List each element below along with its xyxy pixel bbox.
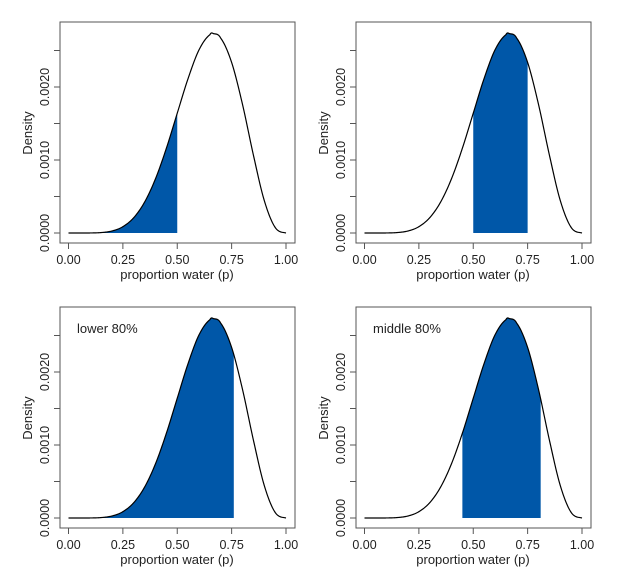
- y-tick-label: 0.0020: [334, 68, 348, 106]
- density-curve: [68, 32, 287, 234]
- panel-4: 0.00 0.25 0.50 0.75 1.00 0.0000 0.0010 0.0020 pr…: [316, 306, 594, 567]
- y-axis-label: Density: [316, 396, 331, 440]
- x-tick-label: 0.50: [461, 253, 485, 267]
- x-tick-label: 0.75: [515, 538, 539, 552]
- x-tick-label: 0.25: [111, 538, 135, 552]
- y-axis-label: Density: [20, 111, 35, 155]
- y-axis-label: Density: [316, 111, 331, 155]
- x-axis-label: proportion water (p): [120, 552, 233, 567]
- x-tick-label: 0.25: [407, 538, 431, 552]
- y-tick-label: 0.0010: [38, 426, 52, 464]
- y-tick-label: 0.0000: [334, 214, 348, 252]
- x-tick-label: 0.75: [219, 538, 243, 552]
- x-tick-label: 0.25: [407, 253, 431, 267]
- interval-annotation: lower 80%: [77, 321, 138, 336]
- panel-3: 0.00 0.25 0.50 0.75 1.00 0.0000 0.0010 0.0020 pr…: [20, 306, 298, 567]
- y-axis-label: Density: [20, 396, 35, 440]
- x-tick-label: 0.50: [461, 538, 485, 552]
- x-tick-label: 0.00: [352, 253, 376, 267]
- panel-2: 0.00 0.25 0.50 0.75 1.00 0.0000 0.0010 0.0020 pr…: [316, 21, 594, 282]
- x-tick-label: 1.00: [274, 538, 298, 552]
- x-tick-label: 0.75: [219, 253, 243, 267]
- density-curve: [364, 32, 583, 234]
- x-tick-label: 0.75: [515, 253, 539, 267]
- x-tick-label: 0.50: [165, 253, 189, 267]
- shaded-interval: [473, 32, 528, 233]
- x-tick-label: 0.00: [56, 253, 80, 267]
- x-axis-label: proportion water (p): [416, 552, 529, 567]
- x-tick-label: 1.00: [570, 253, 594, 267]
- x-tick-label: 0.50: [165, 538, 189, 552]
- x-tick-label: 0.00: [352, 538, 376, 552]
- y-tick-label: 0.0020: [38, 353, 52, 391]
- y-tick-label: 0.0020: [334, 353, 348, 391]
- shaded-interval: [68, 317, 234, 518]
- x-axis-label: proportion water (p): [416, 267, 529, 282]
- x-tick-label: 0.00: [56, 538, 80, 552]
- plot-box: [59, 21, 296, 244]
- x-tick-label: 1.00: [570, 538, 594, 552]
- density-curve: [68, 317, 287, 519]
- x-axis-label: proportion water (p): [120, 267, 233, 282]
- y-tick-label: 0.0010: [334, 426, 348, 464]
- panel-1: 0.00 0.25 0.50 0.75 1.00 0.0000 0.0010 0.0020 pr…: [20, 21, 298, 282]
- x-tick-label: 1.00: [274, 253, 298, 267]
- x-tick-label: 0.25: [111, 253, 135, 267]
- y-tick-label: 0.0000: [334, 499, 348, 537]
- interval-annotation: middle 80%: [373, 321, 441, 336]
- density-curve: [364, 317, 583, 519]
- y-tick-label: 0.0000: [38, 499, 52, 537]
- y-tick-label: 0.0000: [38, 214, 52, 252]
- y-tick-label: 0.0020: [38, 68, 52, 106]
- y-tick-label: 0.0010: [38, 141, 52, 179]
- shaded-interval: [68, 113, 178, 233]
- y-tick-label: 0.0010: [334, 141, 348, 179]
- shaded-interval: [462, 317, 541, 518]
